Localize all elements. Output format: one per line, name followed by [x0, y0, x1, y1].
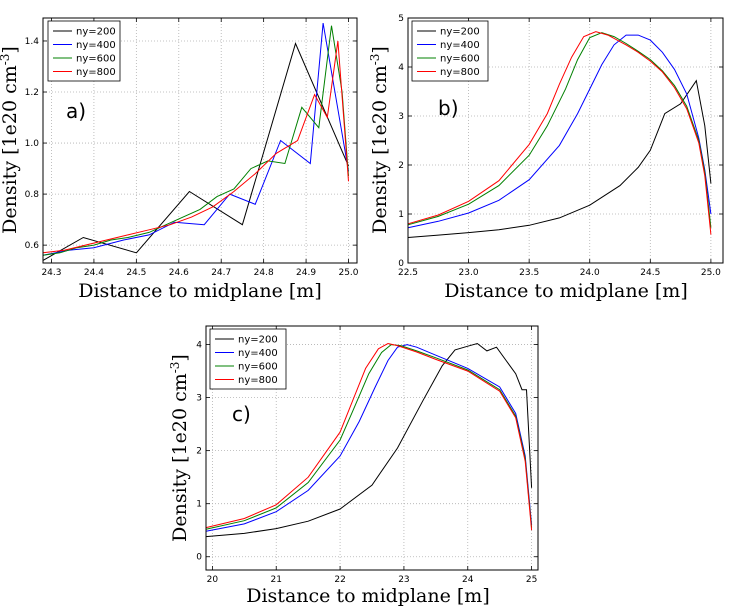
series-line-ny=400 — [42, 23, 349, 256]
x-tick-label: 24.5 — [126, 268, 146, 278]
x-tick-label: 23.0 — [459, 268, 479, 278]
x-tick-label: 24.4 — [84, 268, 104, 278]
panel-label: c) — [232, 402, 251, 426]
x-tick-label: 24.3 — [41, 268, 61, 278]
x-tick-label: 24.0 — [580, 268, 600, 278]
legend-label: ny=600 — [76, 54, 116, 65]
legend-label: ny=800 — [440, 67, 480, 78]
y-tick-label: 3 — [196, 394, 202, 404]
y-axis-label-main: Density [1e20 cm — [0, 65, 21, 234]
y-tick-label: 0.8 — [25, 190, 40, 200]
x-tick-label: 23 — [398, 575, 409, 585]
legend-label: ny=800 — [76, 67, 116, 78]
y-tick-label: 2 — [196, 447, 202, 457]
x-axis-label: Distance to midplane [m] — [246, 585, 489, 607]
plot-frame — [205, 325, 539, 571]
x-tick-label: 24.6 — [169, 268, 189, 278]
y-tick-label: 5 — [398, 14, 404, 24]
plot-frame — [42, 17, 358, 264]
legend-label: ny=400 — [76, 40, 116, 51]
chart-panel-a: 24.3 24.4 24.5 24.6 24.7 24.8 24.9 25.0 0.6 0.8 1.… — [0, 17, 359, 302]
y-tick-label: 4 — [398, 63, 404, 73]
y-tick-label: 0.6 — [25, 241, 40, 251]
panel-label: b) — [438, 96, 459, 120]
panel-label: a) — [66, 99, 86, 123]
y-axis-label: Density [1e20 cm-3] — [168, 354, 191, 542]
y-axis-label-close: ] — [0, 46, 21, 53]
x-tick-label: 23.5 — [519, 268, 539, 278]
x-tick-label: 24 — [462, 575, 474, 585]
y-tick-label: 3 — [398, 112, 404, 122]
x-tick-label: 22.5 — [398, 268, 418, 278]
series-line-ny=600 — [42, 25, 349, 256]
y-tick-label: 0 — [398, 259, 404, 269]
legend-label: ny=200 — [76, 27, 116, 38]
y-tick-label: 2 — [398, 161, 404, 171]
y-tick-label: 1 — [196, 500, 202, 510]
series-line-ny=800 — [205, 342, 533, 531]
y-axis-label-main: Density [1e20 cm — [169, 373, 191, 542]
y-axis-label: Density [1e20 cm-3] — [0, 46, 21, 234]
y-axis-label-close: ] — [169, 354, 191, 361]
chart-panel-b: 22.5 23.0 23.5 24.0 24.5 25.0 0 1 2 3 4 5 ny=200 ny=4… — [368, 14, 724, 302]
y-axis-label-exponent: -3 — [0, 54, 12, 66]
legend-label: ny=400 — [440, 40, 480, 51]
y-tick-label: 0 — [196, 553, 202, 563]
x-tick-label: 25.0 — [338, 268, 358, 278]
x-tick-label: 24.7 — [211, 268, 231, 278]
series-line-ny=800 — [42, 40, 349, 254]
series-line-ny=400 — [407, 34, 712, 229]
x-tick-label: 25.0 — [701, 268, 721, 278]
x-tick-label: 24.5 — [640, 268, 660, 278]
legend-label: ny=400 — [238, 348, 278, 359]
legend-label: ny=200 — [238, 335, 278, 346]
y-axis-label: Density [1e20 cm-3] — [368, 46, 391, 234]
series-line-ny=400 — [205, 344, 533, 532]
x-tick-label: 22 — [334, 575, 345, 585]
x-axis-label: Distance to midplane [m] — [78, 280, 321, 302]
y-tick-label: 4 — [196, 341, 202, 351]
y-axis-label-main: Density [1e20 cm — [369, 65, 391, 234]
series-line-ny=200 — [205, 342, 533, 538]
plot-frame — [407, 17, 724, 264]
legend-label: ny=200 — [440, 27, 480, 38]
series-line-ny=200 — [42, 42, 349, 261]
x-tick-label: 24.9 — [296, 268, 316, 278]
x-axis-label: Distance to midplane [m] — [444, 280, 687, 302]
x-tick-label: 20 — [207, 575, 219, 585]
legend-label: ny=600 — [440, 54, 480, 65]
legend-label: ny=600 — [238, 362, 278, 373]
series-line-ny=200 — [407, 79, 712, 238]
y-tick-label: 1.0 — [25, 139, 40, 149]
y-tick-label: 1.2 — [25, 88, 39, 98]
series-line-ny=800 — [407, 31, 712, 235]
x-tick-label: 21 — [271, 575, 282, 585]
y-axis-label-close: ] — [369, 46, 391, 53]
x-tick-label: 25 — [526, 575, 537, 585]
y-axis-label-exponent: -3 — [168, 362, 182, 374]
chart-panel-c: 20 21 22 23 24 2501234ny=200ny=400ny=600ny=80… — [168, 325, 539, 607]
x-tick-label: 24.8 — [254, 268, 274, 278]
legend-label: ny=800 — [238, 375, 278, 386]
y-tick-label: 1.4 — [25, 37, 40, 47]
y-tick-label: 1 — [398, 210, 404, 220]
y-axis-label-exponent: -3 — [368, 54, 382, 66]
